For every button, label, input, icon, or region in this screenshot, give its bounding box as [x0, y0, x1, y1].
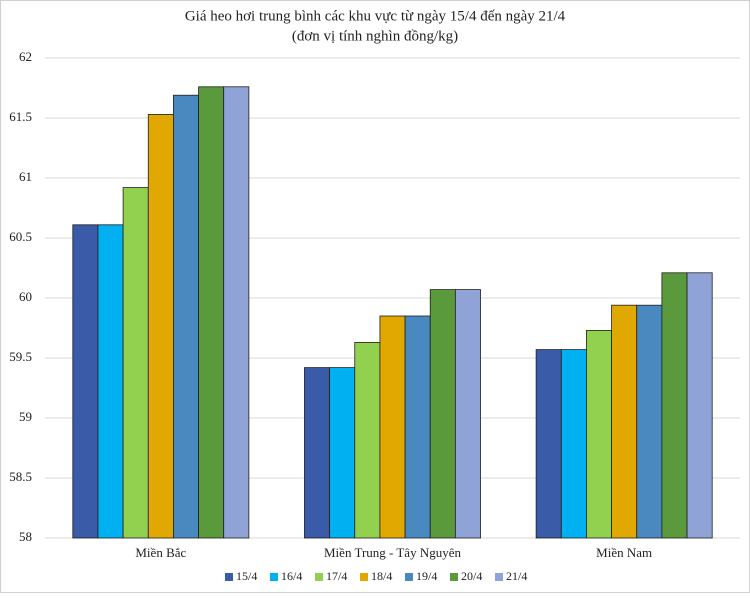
bar [560, 349, 587, 539]
y-tick-label: 60 [19, 289, 32, 304]
bar [404, 315, 431, 539]
x-tick-label: Miền Bắc [135, 545, 186, 560]
y-tick-label: 58.5 [9, 469, 32, 484]
chart-title: Giá heo hơi trung bình các khu vực từ ng… [185, 8, 566, 24]
bar [223, 86, 250, 539]
legend-swatch [315, 573, 323, 581]
legend-swatch [450, 573, 458, 581]
y-tick-label: 59.5 [9, 349, 32, 364]
bar [636, 304, 663, 539]
legend-label: 20/4 [461, 569, 482, 583]
bar [535, 349, 562, 539]
y-tick-label: 58 [19, 529, 32, 544]
bar [122, 187, 149, 539]
bar [586, 329, 612, 539]
bar [72, 224, 99, 539]
bar [198, 86, 225, 539]
y-tick-label: 61.5 [9, 109, 32, 124]
bar [454, 289, 481, 539]
bar [97, 224, 124, 539]
legend-swatch [405, 573, 413, 581]
x-tick-label: Miền Nam [596, 545, 652, 560]
bar [379, 315, 406, 539]
legend-swatch [225, 573, 233, 581]
legend-swatch [495, 573, 503, 581]
bar [661, 272, 688, 539]
y-tick-label: 59 [19, 409, 32, 424]
legend-label: 21/4 [506, 569, 527, 583]
y-tick-label: 61 [19, 169, 32, 184]
bar [354, 341, 381, 539]
legend-swatch [360, 573, 368, 581]
legend-label: 19/4 [416, 569, 437, 583]
bar [147, 114, 174, 539]
legend-label: 15/4 [236, 569, 257, 583]
x-tick-label: Miền Trung - Tây Nguyên [324, 545, 461, 560]
bar [304, 367, 331, 539]
y-tick-label: 62 [19, 49, 32, 64]
legend-swatch [270, 573, 278, 581]
bar [173, 94, 199, 539]
legend-label: 18/4 [371, 569, 392, 583]
bar [611, 304, 638, 539]
bar [686, 272, 713, 539]
bar [329, 367, 356, 539]
legend-label: 17/4 [326, 569, 347, 583]
y-tick-label: 60.5 [9, 229, 32, 244]
chart-subtitle: (đơn vị tính nghìn đồng/kg) [292, 28, 458, 44]
bar [429, 289, 456, 539]
legend-label: 16/4 [281, 569, 302, 583]
